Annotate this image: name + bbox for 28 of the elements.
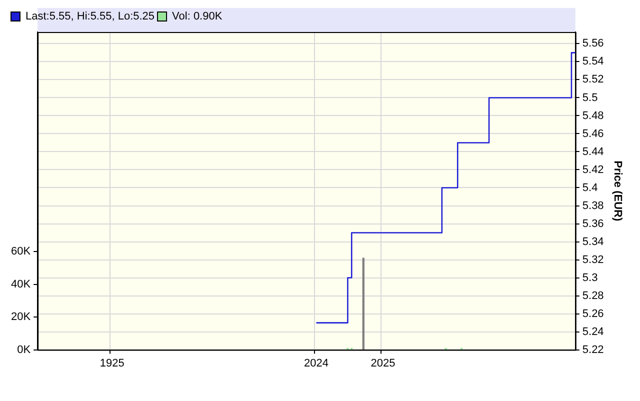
y2-tick-label: 5.48 (582, 110, 604, 122)
y2-tick-label: 5.4 (582, 182, 598, 194)
y2-tick-label: 5.22 (582, 344, 604, 356)
y2-tick-label: 5.54 (582, 56, 604, 68)
y2-tick-label: 5.5 (582, 92, 598, 104)
y2-tick-label: 5.46 (582, 128, 604, 140)
y2-tick-label: 5.36 (582, 218, 604, 230)
y-tick-label: 40K (10, 278, 32, 290)
y2-tick-label: 5.3 (582, 272, 598, 284)
y2-tick-label: 5.42 (582, 164, 604, 176)
y2-tick-label: 5.26 (582, 308, 604, 320)
y2-tick-label: 5.24 (582, 326, 604, 338)
y-tick-label: 60K (10, 246, 32, 258)
x-tick-label: 2025 (370, 357, 396, 370)
y-tick-label: 20K (10, 311, 32, 324)
y2-tick-label: 5.32 (582, 254, 604, 266)
legend-label: Last:5.55, Hi:5.55, Lo:5.25 (26, 10, 155, 23)
x-tick-label: 2024 (304, 357, 329, 370)
y-tick-label: 0K (17, 344, 32, 356)
y2-tick-label: 5.28 (582, 290, 604, 302)
y2-tick-label: 5.44 (582, 146, 604, 158)
legend-label: Vol: 0.90K (172, 10, 223, 23)
y2-axis-title: Price (EUR) (611, 160, 624, 222)
y2-tick-label: 5.52 (582, 74, 604, 86)
x-tick-label: 1925 (100, 357, 124, 370)
y2-tick-label: 5.38 (582, 200, 604, 212)
y2-tick-label: 5.56 (582, 38, 604, 50)
y2-tick-label: 5.34 (582, 236, 604, 248)
